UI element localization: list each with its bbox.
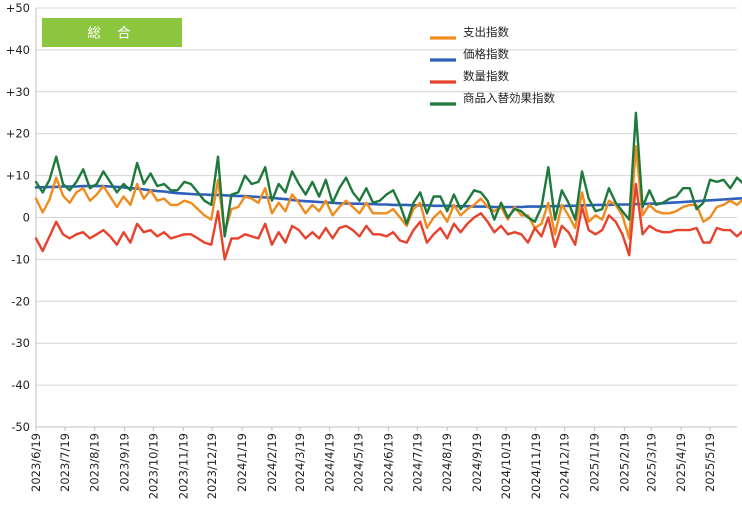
x-tick-label: 2024/4/19 xyxy=(323,433,337,492)
x-axis-ticks: 2023/6/19 2023/7/19 2023/8/19 2023/9/19 2023… xyxy=(29,427,717,499)
legend-label-0: 支出指数 xyxy=(463,25,509,39)
series-line-3 xyxy=(34,111,742,238)
y-tick-label: +40 xyxy=(6,43,30,57)
series-line-0 xyxy=(34,145,742,240)
title-background xyxy=(42,18,182,47)
x-tick-label: 2025/5/19 xyxy=(703,433,717,492)
series-line-2 xyxy=(34,182,742,261)
grid-lines xyxy=(35,7,737,428)
legend-label-3: 商品入替効果指数 xyxy=(463,91,555,105)
y-tick-label: -10 xyxy=(11,252,30,266)
chart-title: 総 合 xyxy=(87,26,136,42)
x-tick-label: 2024/1/19 xyxy=(235,433,249,492)
x-tick-label: 2024/3/19 xyxy=(293,433,307,492)
x-tick-label: 2025/1/19 xyxy=(587,433,601,492)
x-tick-label: 2023/6/19 xyxy=(29,433,43,492)
x-tick-label: 2023/9/19 xyxy=(118,433,132,492)
x-tick-label: 2024/10/19 xyxy=(499,433,513,499)
y-tick-label: -40 xyxy=(11,378,30,392)
legend-label-1: 価格指数 xyxy=(463,47,509,61)
x-tick-label: 2024/8/19 xyxy=(440,433,454,492)
x-tick-label: 2024/5/19 xyxy=(352,433,366,492)
y-tick-label: -30 xyxy=(11,336,30,350)
x-tick-label: 2023/12/19 xyxy=(205,433,219,499)
legend-label-2: 数量指数 xyxy=(463,69,509,83)
x-tick-label: 2023/10/19 xyxy=(146,433,160,499)
title-box: 総 合 xyxy=(42,18,182,47)
y-axis-ticks: +50 +40 +30 +20 +10 0 -10 -20 -30 -40 -50 xyxy=(6,1,30,434)
x-tick-label: 2023/11/19 xyxy=(176,433,190,499)
x-tick-label: 2024/2/19 xyxy=(265,433,279,492)
x-tick-label: 2024/11/19 xyxy=(529,433,543,499)
y-tick-label: +10 xyxy=(6,169,30,183)
x-tick-label: 2023/8/19 xyxy=(88,433,102,492)
x-tick-label: 2024/6/19 xyxy=(381,433,395,492)
y-tick-label: +50 xyxy=(6,1,30,15)
x-tick-label: 2024/7/19 xyxy=(410,433,424,492)
y-tick-label: -20 xyxy=(11,294,30,308)
x-tick-label: 2025/4/19 xyxy=(674,433,688,492)
y-tick-label: 0 xyxy=(23,211,30,225)
y-tick-label: +20 xyxy=(6,127,30,141)
y-tick-label: +30 xyxy=(6,85,30,99)
x-tick-label: 2024/12/19 xyxy=(558,433,572,499)
x-tick-label: 2025/3/19 xyxy=(644,433,658,492)
series-lines xyxy=(34,111,742,261)
x-tick-label: 2023/7/19 xyxy=(58,433,72,492)
x-tick-label: 2024/9/19 xyxy=(470,433,484,492)
x-tick-label: 2025/2/19 xyxy=(617,433,631,492)
y-tick-label: -50 xyxy=(11,420,30,434)
